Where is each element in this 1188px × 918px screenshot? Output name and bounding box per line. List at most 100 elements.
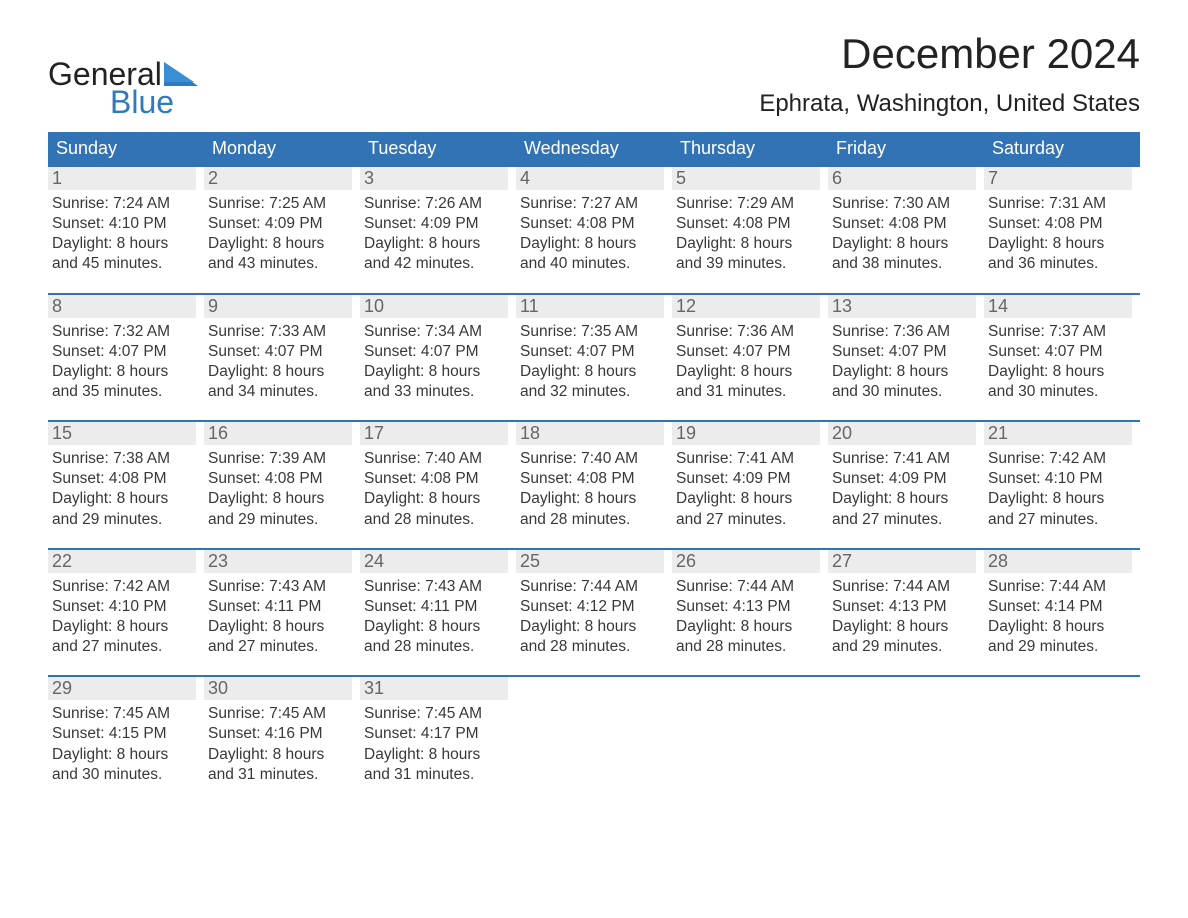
day-number: 28	[984, 550, 1132, 573]
sunset-line: Sunset: 4:08 PM	[676, 214, 820, 234]
day-details: Sunrise: 7:42 AMSunset: 4:10 PMDaylight:…	[48, 573, 196, 658]
sunrise-line: Sunrise: 7:36 AM	[676, 322, 820, 342]
daylight-line: Daylight: 8 hours and 27 minutes.	[676, 489, 820, 529]
dow-cell: Tuesday	[360, 132, 516, 165]
calendar-day: 10Sunrise: 7:34 AMSunset: 4:07 PMDayligh…	[360, 295, 516, 403]
day-number: 5	[672, 167, 820, 190]
day-details: Sunrise: 7:35 AMSunset: 4:07 PMDaylight:…	[516, 318, 664, 403]
calendar-day: 16Sunrise: 7:39 AMSunset: 4:08 PMDayligh…	[204, 422, 360, 530]
sunset-line: Sunset: 4:08 PM	[988, 214, 1132, 234]
sunrise-line: Sunrise: 7:36 AM	[832, 322, 976, 342]
sunrise-line: Sunrise: 7:44 AM	[832, 577, 976, 597]
sunset-line: Sunset: 4:08 PM	[832, 214, 976, 234]
day-number: 6	[828, 167, 976, 190]
day-number: 26	[672, 550, 820, 573]
sunrise-line: Sunrise: 7:34 AM	[364, 322, 508, 342]
daylight-line: Daylight: 8 hours and 28 minutes.	[520, 489, 664, 529]
daylight-line: Daylight: 8 hours and 27 minutes.	[988, 489, 1132, 529]
sunset-line: Sunset: 4:09 PM	[364, 214, 508, 234]
day-number: 23	[204, 550, 352, 573]
day-details: Sunrise: 7:43 AMSunset: 4:11 PMDaylight:…	[204, 573, 352, 658]
sunrise-line: Sunrise: 7:45 AM	[52, 704, 196, 724]
daylight-line: Daylight: 8 hours and 27 minutes.	[208, 617, 352, 657]
daylight-line: Daylight: 8 hours and 30 minutes.	[988, 362, 1132, 402]
day-number: 2	[204, 167, 352, 190]
weeks-container: 1Sunrise: 7:24 AMSunset: 4:10 PMDaylight…	[48, 165, 1140, 785]
sunset-line: Sunset: 4:14 PM	[988, 597, 1132, 617]
sunset-line: Sunset: 4:08 PM	[52, 469, 196, 489]
calendar-day: 6Sunrise: 7:30 AMSunset: 4:08 PMDaylight…	[828, 167, 984, 275]
calendar-week: 1Sunrise: 7:24 AMSunset: 4:10 PMDaylight…	[48, 165, 1140, 275]
day-number: 12	[672, 295, 820, 318]
day-details: Sunrise: 7:44 AMSunset: 4:13 PMDaylight:…	[672, 573, 820, 658]
daylight-line: Daylight: 8 hours and 27 minutes.	[832, 489, 976, 529]
day-details: Sunrise: 7:41 AMSunset: 4:09 PMDaylight:…	[828, 445, 976, 530]
sunset-line: Sunset: 4:13 PM	[832, 597, 976, 617]
dow-cell: Monday	[204, 132, 360, 165]
day-number: 4	[516, 167, 664, 190]
day-number: 7	[984, 167, 1132, 190]
sunset-line: Sunset: 4:09 PM	[832, 469, 976, 489]
sunrise-line: Sunrise: 7:32 AM	[52, 322, 196, 342]
day-details: Sunrise: 7:26 AMSunset: 4:09 PMDaylight:…	[360, 190, 508, 275]
calendar-day	[672, 677, 828, 785]
sunset-line: Sunset: 4:07 PM	[520, 342, 664, 362]
sunrise-line: Sunrise: 7:35 AM	[520, 322, 664, 342]
day-number: 18	[516, 422, 664, 445]
calendar-day: 21Sunrise: 7:42 AMSunset: 4:10 PMDayligh…	[984, 422, 1140, 530]
sunset-line: Sunset: 4:16 PM	[208, 724, 352, 744]
day-details: Sunrise: 7:42 AMSunset: 4:10 PMDaylight:…	[984, 445, 1132, 530]
calendar-day: 20Sunrise: 7:41 AMSunset: 4:09 PMDayligh…	[828, 422, 984, 530]
daylight-line: Daylight: 8 hours and 45 minutes.	[52, 234, 196, 274]
daylight-line: Daylight: 8 hours and 31 minutes.	[208, 745, 352, 785]
calendar-day: 11Sunrise: 7:35 AMSunset: 4:07 PMDayligh…	[516, 295, 672, 403]
daylight-line: Daylight: 8 hours and 28 minutes.	[364, 617, 508, 657]
day-details: Sunrise: 7:31 AMSunset: 4:08 PMDaylight:…	[984, 190, 1132, 275]
sunset-line: Sunset: 4:13 PM	[676, 597, 820, 617]
dow-cell: Friday	[828, 132, 984, 165]
calendar-day	[516, 677, 672, 785]
day-details: Sunrise: 7:37 AMSunset: 4:07 PMDaylight:…	[984, 318, 1132, 403]
calendar-day: 3Sunrise: 7:26 AMSunset: 4:09 PMDaylight…	[360, 167, 516, 275]
sunset-line: Sunset: 4:07 PM	[832, 342, 976, 362]
calendar-week: 22Sunrise: 7:42 AMSunset: 4:10 PMDayligh…	[48, 548, 1140, 658]
title-block: December 2024 Ephrata, Washington, Unite…	[759, 30, 1140, 118]
day-details: Sunrise: 7:36 AMSunset: 4:07 PMDaylight:…	[828, 318, 976, 403]
day-details: Sunrise: 7:34 AMSunset: 4:07 PMDaylight:…	[360, 318, 508, 403]
calendar-day: 17Sunrise: 7:40 AMSunset: 4:08 PMDayligh…	[360, 422, 516, 530]
sunset-line: Sunset: 4:07 PM	[208, 342, 352, 362]
logo-text-blue: Blue	[48, 86, 198, 118]
daylight-line: Daylight: 8 hours and 29 minutes.	[832, 617, 976, 657]
calendar-day	[984, 677, 1140, 785]
calendar-week: 15Sunrise: 7:38 AMSunset: 4:08 PMDayligh…	[48, 420, 1140, 530]
calendar-day: 23Sunrise: 7:43 AMSunset: 4:11 PMDayligh…	[204, 550, 360, 658]
day-details: Sunrise: 7:38 AMSunset: 4:08 PMDaylight:…	[48, 445, 196, 530]
month-title: December 2024	[759, 30, 1140, 78]
sunrise-line: Sunrise: 7:43 AM	[208, 577, 352, 597]
day-number: 9	[204, 295, 352, 318]
day-number: 19	[672, 422, 820, 445]
calendar-week: 8Sunrise: 7:32 AMSunset: 4:07 PMDaylight…	[48, 293, 1140, 403]
sunrise-line: Sunrise: 7:39 AM	[208, 449, 352, 469]
sunset-line: Sunset: 4:08 PM	[208, 469, 352, 489]
sunset-line: Sunset: 4:08 PM	[364, 469, 508, 489]
calendar-day: 5Sunrise: 7:29 AMSunset: 4:08 PMDaylight…	[672, 167, 828, 275]
sunset-line: Sunset: 4:08 PM	[520, 214, 664, 234]
daylight-line: Daylight: 8 hours and 35 minutes.	[52, 362, 196, 402]
day-details: Sunrise: 7:40 AMSunset: 4:08 PMDaylight:…	[360, 445, 508, 530]
day-number: 30	[204, 677, 352, 700]
day-number: 29	[48, 677, 196, 700]
calendar-day: 8Sunrise: 7:32 AMSunset: 4:07 PMDaylight…	[48, 295, 204, 403]
dow-cell: Sunday	[48, 132, 204, 165]
sunrise-line: Sunrise: 7:40 AM	[520, 449, 664, 469]
sunset-line: Sunset: 4:10 PM	[988, 469, 1132, 489]
sunrise-line: Sunrise: 7:24 AM	[52, 194, 196, 214]
day-details: Sunrise: 7:30 AMSunset: 4:08 PMDaylight:…	[828, 190, 976, 275]
day-details: Sunrise: 7:32 AMSunset: 4:07 PMDaylight:…	[48, 318, 196, 403]
calendar-day: 22Sunrise: 7:42 AMSunset: 4:10 PMDayligh…	[48, 550, 204, 658]
calendar-day: 7Sunrise: 7:31 AMSunset: 4:08 PMDaylight…	[984, 167, 1140, 275]
day-number: 1	[48, 167, 196, 190]
day-details: Sunrise: 7:45 AMSunset: 4:16 PMDaylight:…	[204, 700, 352, 785]
daylight-line: Daylight: 8 hours and 31 minutes.	[676, 362, 820, 402]
daylight-line: Daylight: 8 hours and 32 minutes.	[520, 362, 664, 402]
